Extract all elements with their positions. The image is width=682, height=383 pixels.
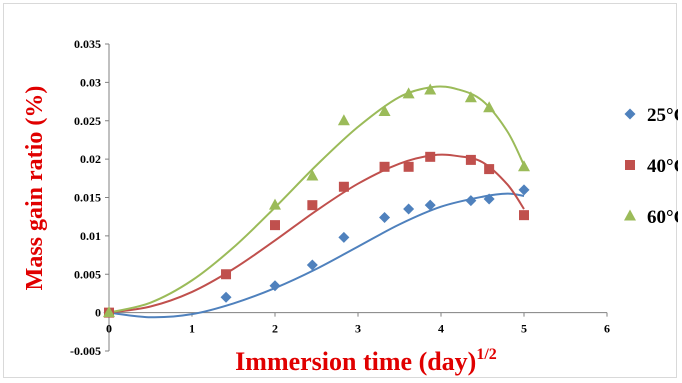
- data-point-40c: [270, 220, 280, 231]
- data-point-60c: [103, 306, 115, 318]
- data-point-25c: [220, 291, 232, 303]
- data-point-25c: [518, 184, 530, 196]
- data-point-60c: [337, 114, 350, 126]
- data-point-40c: [484, 164, 495, 175]
- legend: 25°C 40°C 60°C: [624, 105, 678, 228]
- data-point-60c: [464, 91, 477, 103]
- legend-label-40c: 40°C: [647, 156, 678, 177]
- x-tick-label: 0: [106, 322, 112, 336]
- x-tick-label: 4: [438, 322, 444, 336]
- x-axis-label-superscript: 1/2: [476, 346, 496, 363]
- data-point-60c: [402, 87, 415, 99]
- data-point-25c: [306, 259, 318, 271]
- chart-frame: -0.005 0 0.005 0.01 0.015 0.02 0.025 0.03 0.035 0…: [3, 3, 678, 378]
- legend-label-25c: 25°C: [647, 105, 678, 126]
- legend-marker-40c: [625, 160, 635, 170]
- chart-svg: -0.005 0 0.005 0.01 0.015 0.02 0.025 0.03 0.035 0…: [22, 37, 678, 376]
- data-point-60c: [269, 198, 281, 210]
- trendline-60c: [108, 85, 525, 314]
- y-tick-label: 0.03: [80, 75, 101, 89]
- data-point-40c: [465, 154, 476, 165]
- data-point-25c: [269, 280, 281, 292]
- x-tick-label: 6: [604, 322, 610, 336]
- legend-marker-60c: [624, 209, 636, 221]
- data-point-40c: [221, 269, 232, 280]
- data-point-60c: [483, 101, 496, 113]
- data-point-25c: [403, 203, 415, 215]
- y-tick-label: 0.035: [74, 37, 101, 51]
- data-point-40c: [338, 181, 349, 192]
- y-tick-label: 0.025: [74, 114, 101, 128]
- y-tick-label: 0.015: [74, 191, 101, 205]
- trendlines: [108, 85, 525, 319]
- trendline-25c: [108, 192, 525, 319]
- data-point-25c: [424, 199, 436, 211]
- y-tick-label: 0.01: [80, 229, 101, 243]
- data-point-60c: [424, 83, 437, 95]
- legend-marker-25c: [624, 108, 636, 120]
- data-point-25c: [379, 211, 391, 223]
- data-point-25c: [483, 193, 495, 205]
- data-point-25c: [338, 231, 350, 243]
- y-axis-label: Mass gain ratio (%): [22, 86, 48, 291]
- x-axis-label-text: Immersion time (day): [235, 347, 476, 376]
- x-tick-label: 2: [272, 322, 278, 336]
- y-tick-label: 0.02: [80, 152, 101, 166]
- data-point-40c: [425, 151, 436, 162]
- y-tick-label: 0: [95, 306, 101, 320]
- trendline-40c: [108, 153, 525, 314]
- data-point-40c: [403, 161, 414, 172]
- data-point-40c: [379, 161, 390, 172]
- data-point-60c: [518, 160, 530, 172]
- data-markers: [103, 83, 530, 319]
- axes: -0.005 0 0.005 0.01 0.015 0.02 0.025 0.03 0.035 0…: [70, 37, 610, 358]
- data-point-25c: [465, 195, 477, 207]
- x-tick-label: 3: [355, 322, 361, 336]
- y-tick-label: -0.005: [70, 344, 101, 358]
- x-tick-label: 5: [521, 322, 527, 336]
- legend-label-60c: 60°C: [647, 207, 678, 228]
- x-tick-label: 1: [189, 322, 195, 336]
- data-point-60c: [306, 169, 319, 181]
- data-point-60c: [378, 105, 391, 117]
- y-tick-label: 0.005: [74, 267, 101, 281]
- x-axis-label: Immersion time (day)1/2: [235, 346, 497, 376]
- data-point-40c: [519, 210, 529, 221]
- data-point-40c: [307, 200, 318, 211]
